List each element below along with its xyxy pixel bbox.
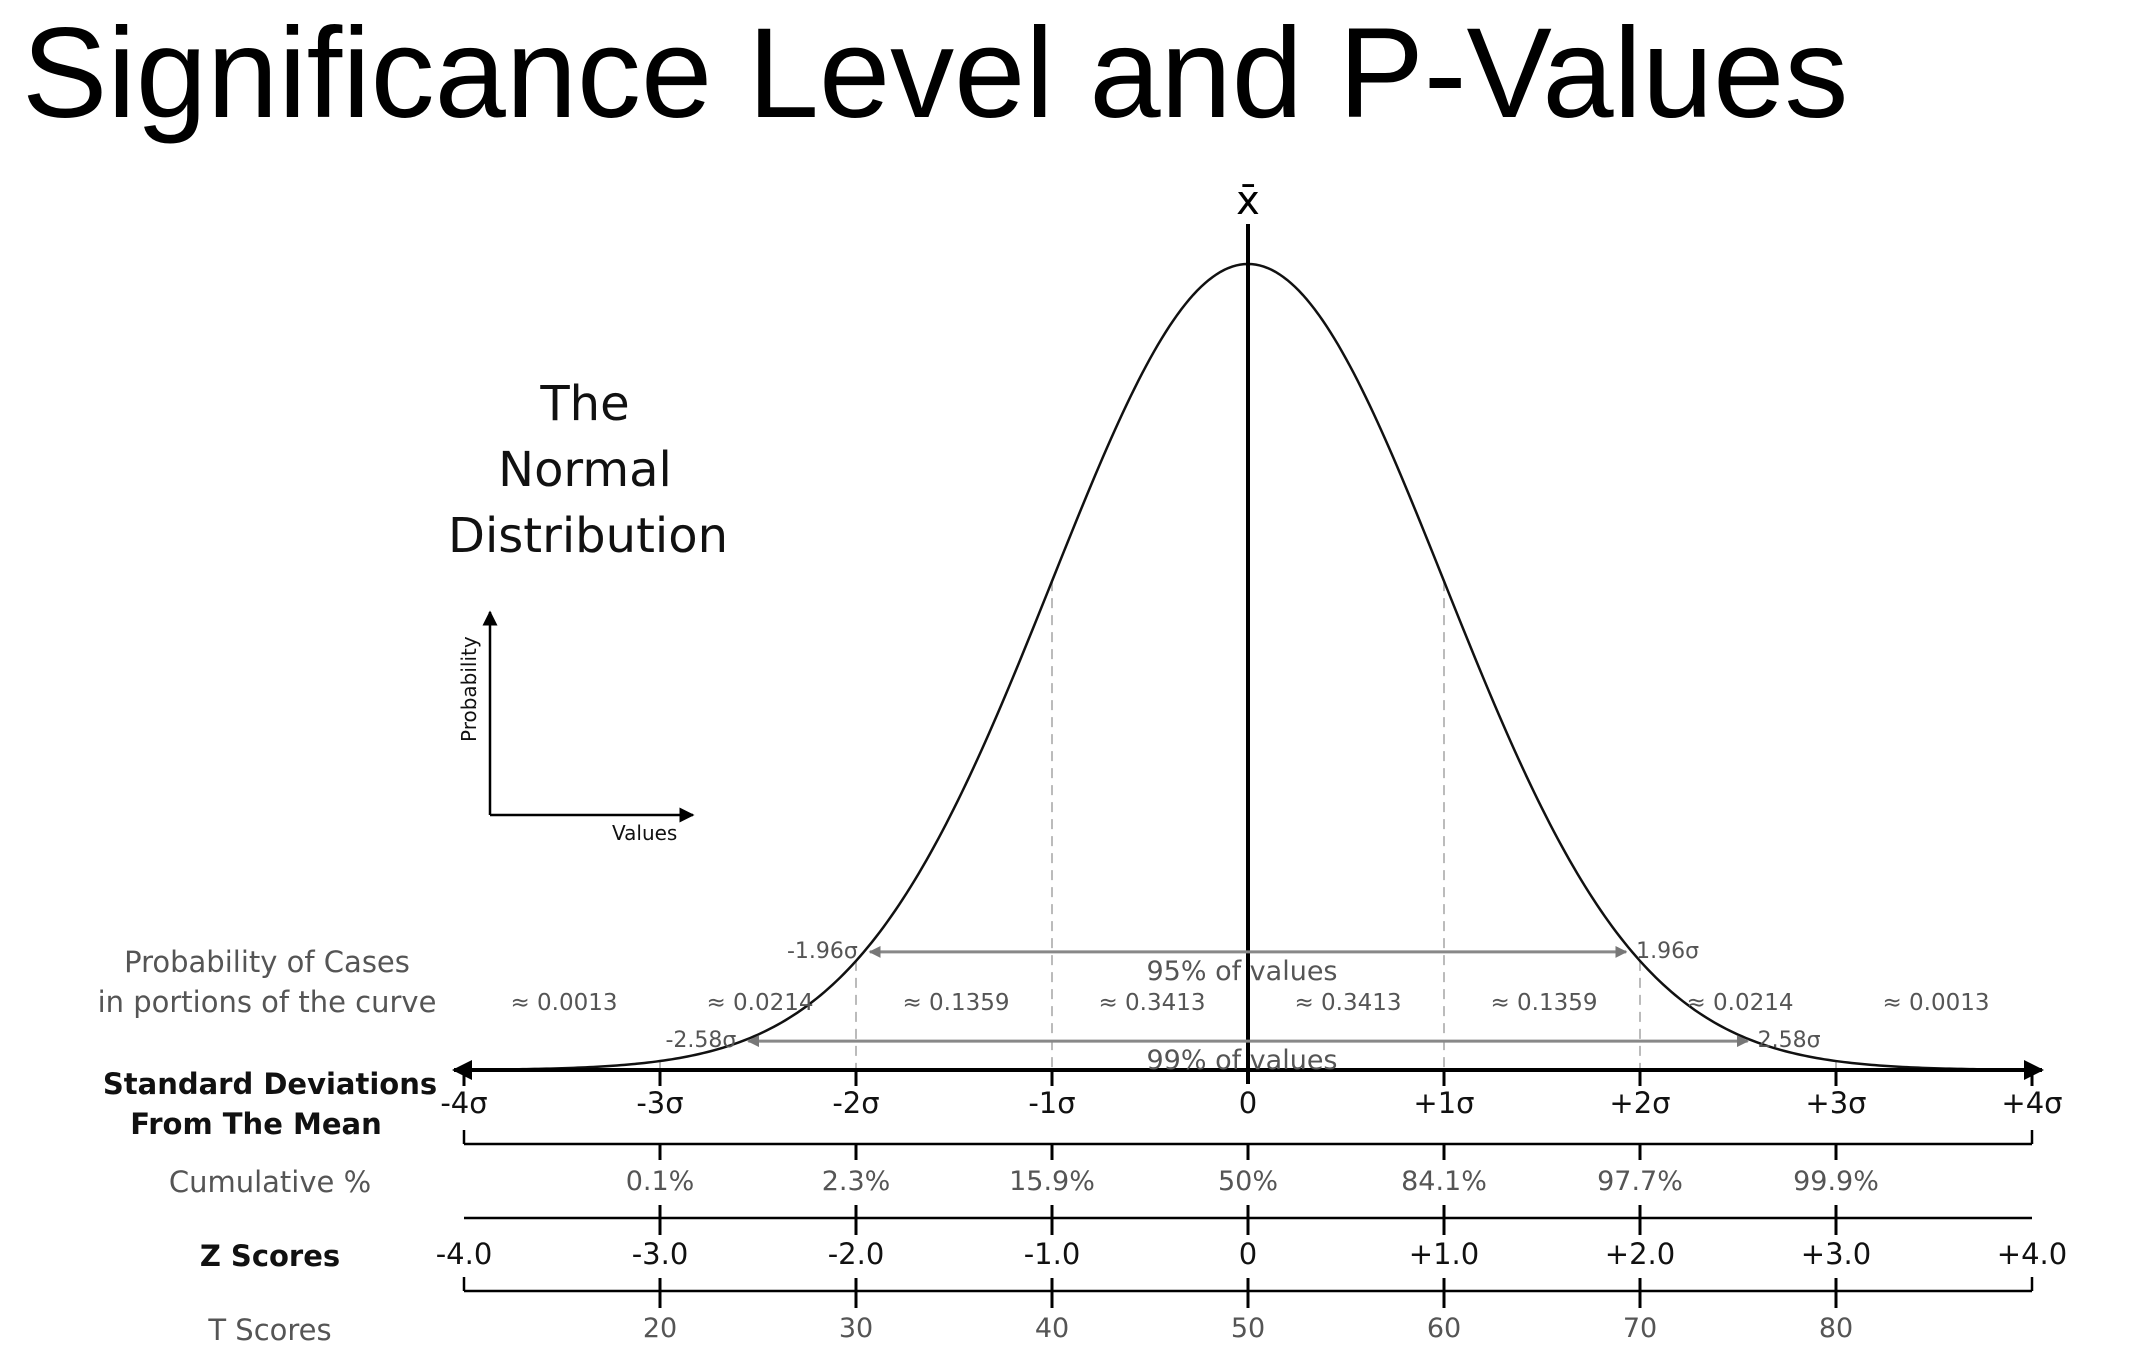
portions-row-label: in portions of the curve: [98, 985, 437, 1019]
chart-title-line: The: [539, 376, 629, 432]
scale-tick-label: +1σ: [1413, 1086, 1474, 1120]
scale-tick-label: -3σ: [636, 1086, 683, 1120]
scale-tick-label: 20: [643, 1313, 677, 1344]
scale-tick-label: +2.0: [1605, 1237, 1675, 1271]
scale-tick-label: +3σ: [1805, 1086, 1866, 1120]
scale-tick-label: 50%: [1218, 1166, 1278, 1197]
scale-tick-label: 0.1%: [626, 1166, 695, 1197]
scale-tick-label: 97.7%: [1597, 1166, 1683, 1197]
scale-tick-label: -3.0: [632, 1237, 689, 1271]
scale-tick-label: 40: [1035, 1313, 1069, 1344]
inset-y-label: Probability: [457, 636, 481, 742]
scale-tick-label: -4σ: [440, 1086, 487, 1120]
scale-tick-label: -2σ: [832, 1086, 879, 1120]
interval-left-label: -2.58σ: [665, 1028, 736, 1053]
portion-label: ≈ 0.1359: [902, 990, 1009, 1016]
interval-name: 95% of values: [1146, 956, 1337, 987]
chart-marks: -1.96σ 1.96σ 95% of values -2.58σ 2.58σ 99% o…: [436, 224, 2067, 1344]
chart-title: The Normal Distribution: [448, 376, 728, 564]
scale-tick-label: 60: [1427, 1313, 1461, 1344]
slide-title: Significance Level and P-Values: [22, 2, 1849, 145]
scale-tick-label: +1.0: [1409, 1237, 1479, 1271]
portion-label: ≈ 0.1359: [1490, 990, 1597, 1016]
scale-tick-label: 80: [1819, 1313, 1853, 1344]
cumulative-row-label: Cumulative %: [169, 1165, 371, 1199]
scale-tick-label: 84.1%: [1401, 1166, 1487, 1197]
portion-label: ≈ 0.3413: [1098, 990, 1205, 1016]
mean-symbol: x̄: [1236, 178, 1260, 224]
portion-label: ≈ 0.3413: [1294, 990, 1401, 1016]
sd-row-label: From The Mean: [130, 1107, 381, 1141]
scale-tick-label: 2.3%: [822, 1166, 891, 1197]
interval-name: 99% of values: [1146, 1045, 1337, 1076]
interval-right-label: 2.58σ: [1758, 1028, 1821, 1053]
scale-tick-label: -1.0: [1024, 1237, 1081, 1271]
interval-left-label: -1.96σ: [787, 939, 858, 964]
portion-label: ≈ 0.0013: [1882, 990, 1989, 1016]
scale-tick-label: -1σ: [1028, 1086, 1075, 1120]
scale-tick-label: +2σ: [1609, 1086, 1670, 1120]
scale-tick-label: 30: [839, 1313, 873, 1344]
chart-title-line: Normal: [498, 442, 672, 498]
scale-tick-label: 0: [1239, 1086, 1257, 1120]
z-scores-row-label: Z Scores: [200, 1239, 340, 1273]
inset-x-label: Values: [612, 821, 677, 845]
t-scores-row-label: T Scores: [207, 1313, 331, 1347]
scale-tick-label: 15.9%: [1009, 1166, 1095, 1197]
portions-row-label: Probability of Cases: [124, 945, 410, 979]
scale-tick-label: -4.0: [436, 1237, 493, 1271]
chart-title-line: Distribution: [448, 508, 728, 564]
interval-right-label: 1.96σ: [1636, 939, 1699, 964]
row-labels: Probability of Cases in portions of the …: [98, 945, 438, 1347]
scale-tick-label: 0: [1239, 1237, 1257, 1271]
inset-axes: Probability Values: [457, 610, 695, 845]
scale-tick-label: +3.0: [1801, 1237, 1871, 1271]
portion-label: ≈ 0.0013: [510, 990, 617, 1016]
scale-tick-label: 99.9%: [1793, 1166, 1879, 1197]
scale-tick-label: 70: [1623, 1313, 1657, 1344]
scale-tick-label: +4σ: [2001, 1086, 2062, 1120]
scale-tick-label: +4.0: [1997, 1237, 2067, 1271]
sd-row-label: Standard Deviations: [103, 1067, 437, 1101]
scale-tick-label: -2.0: [828, 1237, 885, 1271]
portion-label: ≈ 0.0214: [1686, 990, 1793, 1016]
portion-label: ≈ 0.0214: [706, 990, 813, 1016]
scale-tick-label: 50: [1231, 1313, 1265, 1344]
